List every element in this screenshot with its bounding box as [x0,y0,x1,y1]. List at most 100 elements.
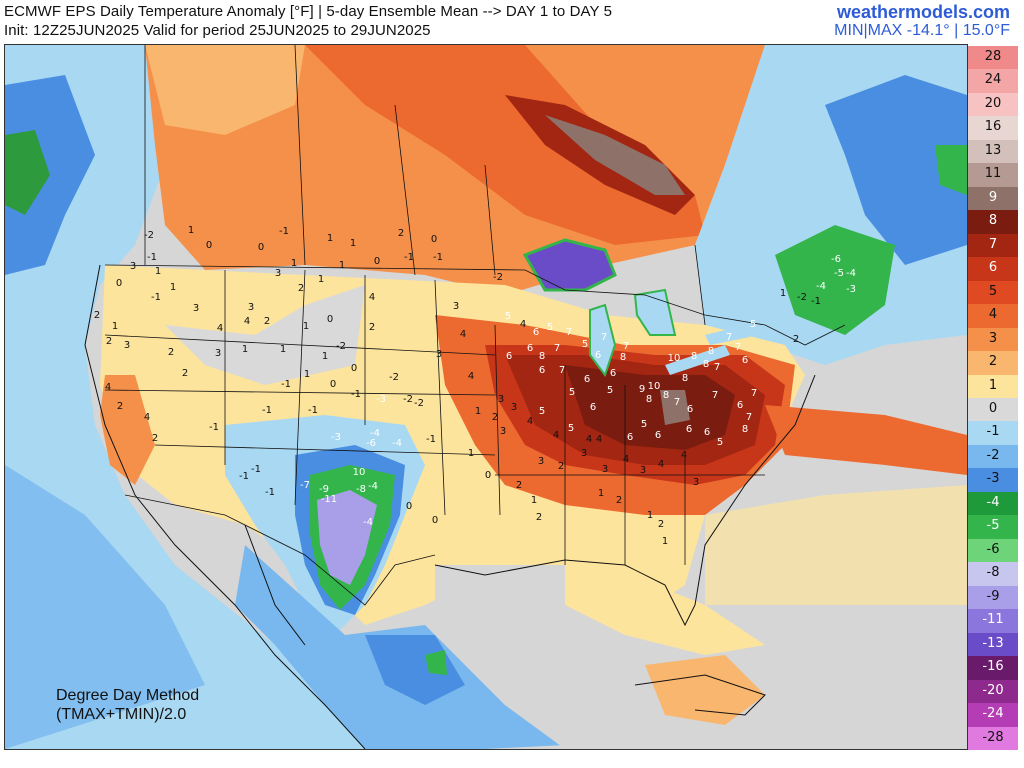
legend-entry: -6 [968,538,1018,563]
legend-entry: -8 [968,562,1018,586]
anomaly-value-label: 7 [746,412,752,423]
legend-entry: 2 [968,351,1018,375]
legend-label: -4 [986,494,1000,510]
legend-swatch [968,421,1018,445]
legend-entry: -3 [968,468,1018,492]
legend-label: -8 [986,565,1000,581]
anomaly-value-label: 1 [303,321,309,332]
legend-label: 16 [984,119,1002,135]
legend-entry: 20 [968,92,1018,117]
legend-label: 5 [988,283,998,299]
anomaly-value-label: 6 [687,404,693,415]
gulf-neutral-region [435,565,967,749]
map-title: ECMWF EPS Daily Temperature Anomaly [°F]… [4,3,613,20]
us-mexico-border [124,494,436,606]
anomaly-value-label: -3 [376,394,386,405]
atlantic-mild-region [705,485,967,605]
anomaly-value-label: 3 [581,448,587,459]
legend-swatch [968,656,1018,680]
anomaly-value-label: 2 [298,283,304,294]
legend-entry: -1 [968,421,1018,445]
anomaly-value-label: 1 [647,510,653,521]
anomaly-value-label: 7 [601,332,607,343]
anomaly-value-label: 2 [492,412,498,423]
anomaly-value-label: 1 [475,406,481,417]
anomaly-value-label: 6 [533,327,539,338]
anomaly-value-label: -4 [846,268,856,279]
anomaly-value-label: 2 [398,228,404,239]
legend-swatch [968,491,1018,516]
legend-swatch [968,351,1018,375]
anomaly-value-label: 2 [106,336,112,347]
legend-swatch [968,280,1018,305]
legend-label: 1 [988,377,998,393]
anomaly-value-label: 4 [105,382,111,393]
legend-label: 2 [988,354,998,370]
legend-label: -24 [982,706,1004,722]
anomaly-value-label: 4 [527,416,533,427]
anomaly-value-label: -2 [144,230,154,241]
legend-swatch [968,538,1018,563]
legend-swatch [968,585,1018,610]
state-line-b [294,269,306,506]
legend-label: 24 [984,72,1002,88]
legend-entry: -9 [968,585,1018,610]
anomaly-value-label: 1 [598,488,604,499]
lake-erie [665,345,730,375]
legend-swatch [968,327,1018,352]
anomaly-value-label: 6 [686,424,692,435]
ohio-valley-hottest [565,365,735,450]
anomaly-value-label: 10 [648,381,661,392]
anomaly-value-label: 6 [737,400,743,411]
legend-label: -6 [986,541,1000,557]
anomaly-value-label: 6 [627,432,633,443]
cuba-coastline [634,674,766,716]
anomaly-value-label: 4 [623,454,629,465]
legend-swatch [968,703,1018,727]
quebec-green-region [775,225,895,335]
legend-label: 6 [988,260,998,276]
anomaly-value-label: 2 [94,310,100,321]
anomaly-value-label: 0 [330,379,336,390]
anomaly-value-label: 3 [124,340,130,351]
anomaly-value-label: 1 [280,344,286,355]
anomaly-value-label: 2 [558,461,564,472]
anomaly-value-label: 3 [498,394,504,405]
province-line-a [294,45,306,266]
anomaly-value-label: 8 [682,373,688,384]
legend-entry: -13 [968,632,1018,657]
anomaly-value-label: -4 [370,428,380,439]
legend-entry: -24 [968,703,1018,727]
anomaly-value-label: 4 [244,316,250,327]
peak-warm-spot [660,390,690,425]
legend-swatch [968,609,1018,633]
hudson-hottest-region [545,115,685,195]
legend-label: -2 [986,447,1000,463]
anomaly-value-label: 10 [668,353,681,364]
anomaly-value-label: -1 [147,252,157,263]
legend-label: -1 [986,424,1000,440]
anomaly-value-label: 3 [436,349,442,360]
legend-swatch [968,562,1018,586]
anomaly-value-label: 1 [291,258,297,269]
anomaly-value-label: 0 [351,363,357,374]
anomaly-value-label: -1 [811,296,821,307]
anomaly-value-label: 0 [406,501,412,512]
alaska-green-spot [5,130,50,215]
legend-entry: 7 [968,233,1018,258]
anomaly-value-label: -3 [846,284,856,295]
anomaly-value-label: 7 [566,327,572,338]
california-warm-strip [100,375,155,485]
anomaly-value-label: 7 [726,332,732,343]
anomaly-value-label: 2 [264,316,270,327]
anomaly-value-label: 6 [655,430,661,441]
anomaly-value-label: 4 [553,430,559,441]
legend-swatch [968,679,1018,704]
anomaly-value-label: 4 [658,459,664,470]
canada-warmer-region [305,45,705,245]
us-canada-border [104,264,846,346]
legend-swatch [968,233,1018,258]
anomaly-value-label: -2 [414,398,424,409]
coastlines [84,264,816,749]
min-max-readout: MIN|MAX -14.1° | 15.0°F [834,22,1010,39]
